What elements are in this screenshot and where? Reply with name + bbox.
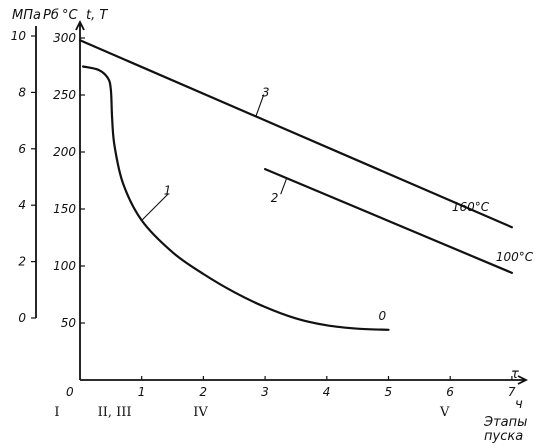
x-axis-symbol: τ <box>511 367 519 382</box>
pressure-tick-label: 10 <box>11 29 27 43</box>
pressure-tick-label: 0 <box>18 311 26 325</box>
series-1-label: 1 <box>164 183 172 197</box>
stages-title-line2: пуска <box>484 429 523 444</box>
x-tick-label: 3 <box>261 385 269 399</box>
pressure-tick-label: 8 <box>18 85 26 99</box>
stage-label: II, III <box>98 405 132 420</box>
series-1-leader <box>141 194 169 221</box>
pressure-axis-symbol: Pб <box>43 8 59 23</box>
x-tick-label: 0 <box>66 385 74 399</box>
x-tick-label: 4 <box>323 385 331 399</box>
series-2-label: 2 <box>271 191 279 205</box>
series-group: 1 0 2 100°C 3 160°C <box>78 39 534 331</box>
series-3-line <box>78 39 513 229</box>
series-1-line <box>82 65 390 331</box>
temperature-tick-label: 50 <box>61 316 77 330</box>
stage-label: I <box>54 405 59 420</box>
stages-title-line1: Этапы <box>483 415 527 430</box>
temperature-tick-label: 100 <box>53 259 76 273</box>
x-axis-arrow <box>517 375 529 385</box>
stage-label: V <box>439 405 450 420</box>
stage-label: IV <box>193 405 208 420</box>
temperature-axis-symbol: t, T <box>86 8 108 23</box>
pressure-tick-label: 4 <box>18 198 26 212</box>
x-tick-label: 2 <box>199 385 207 399</box>
temperature-tick-labels: 50 100 150 200 250 300 <box>53 31 85 330</box>
series-3-leader <box>255 94 265 117</box>
x-axis-unit: ч <box>515 397 523 412</box>
series-2-leader <box>280 177 288 195</box>
pressure-tick-label: 2 <box>18 255 26 269</box>
axes-group <box>35 19 529 385</box>
series-3-end-label: 160°C <box>452 200 490 214</box>
startup-stages: I II, III IV V <box>54 405 450 420</box>
pressure-axis-unit: МПа <box>12 8 41 23</box>
temperature-tick-label: 300 <box>53 31 76 45</box>
x-tick-label: 6 <box>446 385 454 399</box>
pressure-tick-label: 6 <box>18 142 26 156</box>
x-tick-labels: 0 1 2 3 4 5 6 7 <box>66 376 516 399</box>
series-2-end-label: 100°C <box>496 250 534 264</box>
series-2-line <box>264 168 513 274</box>
series-3-label: 3 <box>262 85 270 99</box>
temperature-tick-label: 200 <box>53 145 76 159</box>
temperature-tick-label: 250 <box>53 88 76 102</box>
x-tick-label: 7 <box>508 385 516 399</box>
temperature-axis-line <box>75 19 85 380</box>
x-tick-label: 5 <box>385 385 393 399</box>
temperature-axis-unit: °C <box>62 8 79 23</box>
series-1-end-label: 0 <box>379 309 387 323</box>
pressure-tick-labels: 0 2 4 6 8 10 <box>11 29 36 325</box>
x-tick-label: 1 <box>138 385 146 399</box>
temperature-tick-label: 150 <box>53 202 76 216</box>
